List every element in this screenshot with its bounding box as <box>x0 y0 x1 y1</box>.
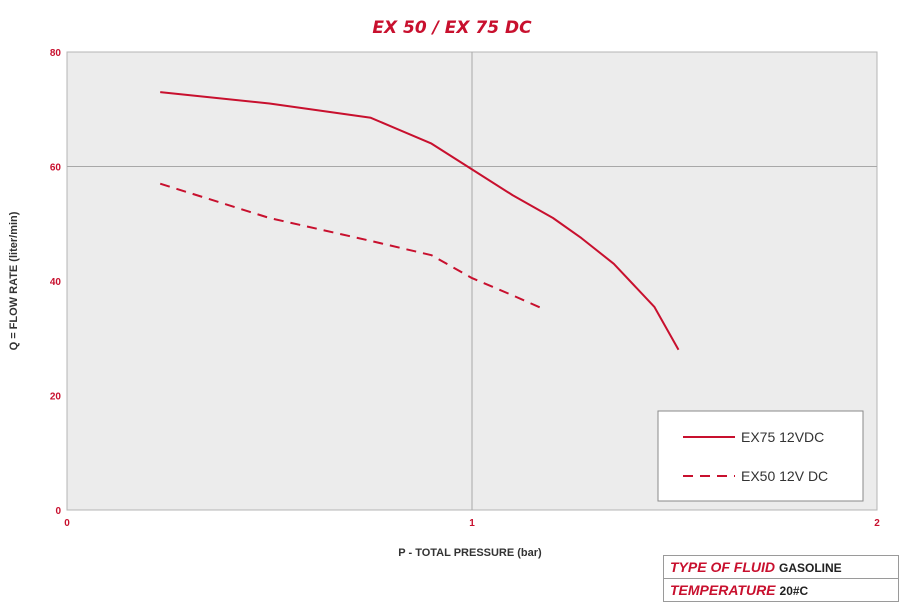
chart-title: EX 50 / EX 75 DC <box>372 18 532 38</box>
y-tick-label: 80 <box>50 48 62 59</box>
y-tick-label: 60 <box>50 163 62 174</box>
fluid-info-table: TYPE OF FLUID GASOLINE TEMPERATURE 20#C <box>663 555 899 602</box>
info-value: 20#C <box>779 584 809 598</box>
series-lines <box>159 91 680 351</box>
y-tick-label: 0 <box>55 506 61 517</box>
info-key: TEMPERATURE <box>670 582 776 598</box>
legend-box <box>657 410 864 502</box>
legend: EX75 12VDC EX50 12V DC <box>657 410 864 502</box>
info-cell: TYPE OF FLUID GASOLINE <box>663 555 899 579</box>
info-key: TYPE OF FLUID <box>670 559 775 575</box>
x-tick-label: 0 <box>64 518 70 529</box>
x-tick-label: 1 <box>469 518 475 529</box>
series-line-0 <box>160 91 680 351</box>
x-axis-label: P - TOTAL PRESSURE (bar) <box>398 547 542 559</box>
x-tick-label: 2 <box>874 518 880 529</box>
y-tick-label: 40 <box>50 277 62 288</box>
tick-labels: 0 20 40 60 80 0 1 2 <box>50 48 880 529</box>
info-row-fluid: TYPE OF FLUID GASOLINE <box>663 555 899 579</box>
info-row-temperature: TEMPERATURE 20#C <box>663 578 899 602</box>
legend-label: EX50 12V DC <box>741 468 828 484</box>
series-line-1 <box>159 182 546 311</box>
info-cell: TEMPERATURE 20#C <box>663 578 899 602</box>
grid-lines <box>67 52 877 510</box>
y-tick-label: 20 <box>50 392 62 403</box>
y-axis-label: Q = FLOW RATE (liter/min) <box>8 211 20 350</box>
legend-label: EX75 12VDC <box>741 429 824 445</box>
info-value: GASOLINE <box>779 561 842 575</box>
